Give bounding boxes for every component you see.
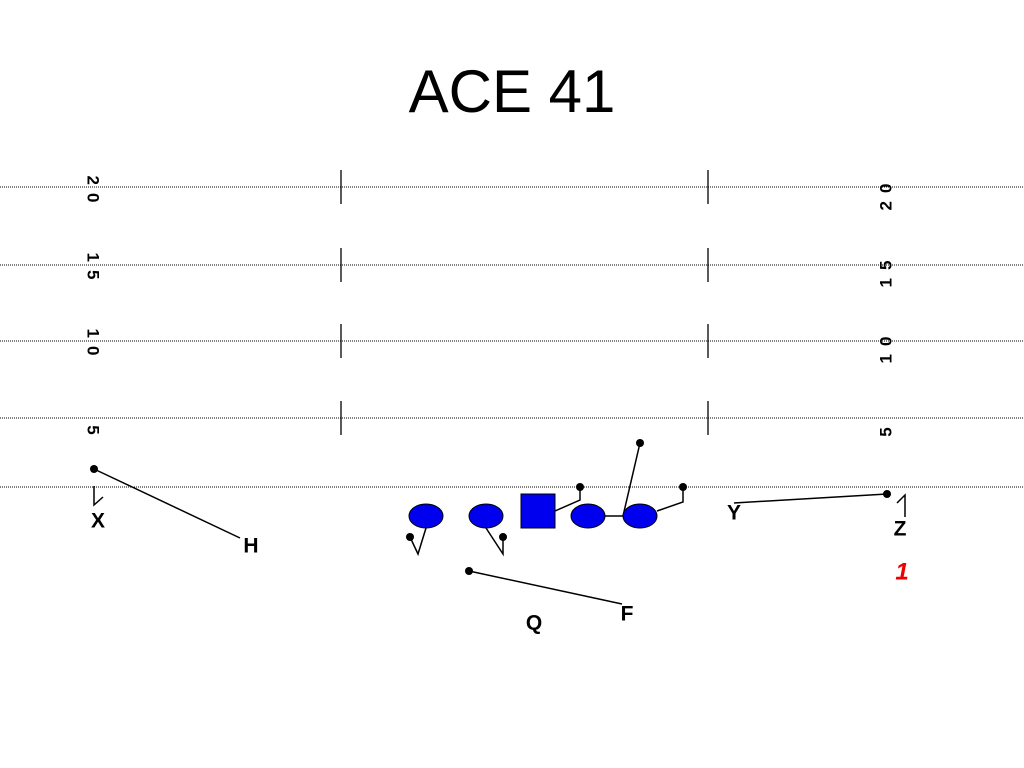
route-end bbox=[679, 483, 687, 491]
route bbox=[93, 486, 104, 507]
yard-number: 15 bbox=[876, 253, 895, 288]
yard-number: 10 bbox=[876, 329, 895, 364]
route-end bbox=[499, 533, 507, 541]
route bbox=[468, 570, 623, 605]
route bbox=[485, 527, 504, 557]
lineman bbox=[408, 503, 444, 529]
route bbox=[733, 493, 888, 504]
player-label: X bbox=[91, 510, 105, 533]
route-end bbox=[576, 483, 584, 491]
route-ends bbox=[90, 439, 891, 575]
route-end bbox=[465, 567, 473, 575]
yard-number: 5 bbox=[876, 419, 895, 436]
yard-numbers: 20 15 10 5 20 15 10 5 bbox=[84, 176, 896, 443]
route bbox=[93, 468, 241, 539]
route-end bbox=[406, 533, 414, 541]
route bbox=[622, 442, 641, 517]
player-label: Y bbox=[727, 502, 741, 525]
player-label: F bbox=[621, 603, 634, 626]
player-label: Z bbox=[894, 518, 907, 541]
lineman bbox=[570, 503, 606, 529]
player-label: H bbox=[243, 535, 258, 558]
play-number: 1 bbox=[895, 558, 908, 585]
route bbox=[896, 493, 906, 517]
yard-number: 5 bbox=[84, 425, 103, 442]
yard-number: 20 bbox=[876, 176, 895, 211]
yard-number: 20 bbox=[84, 176, 103, 211]
field-lines bbox=[0, 170, 1024, 488]
route-end bbox=[636, 439, 644, 447]
routes bbox=[93, 442, 906, 605]
linemen bbox=[408, 493, 658, 529]
player-label: Q bbox=[526, 612, 542, 635]
route bbox=[409, 527, 427, 557]
lineman bbox=[468, 503, 504, 529]
player-labels: X H Y Z Q F 1 bbox=[91, 502, 909, 635]
route bbox=[656, 487, 684, 512]
yard-number: 15 bbox=[84, 253, 103, 288]
route-end bbox=[883, 490, 891, 498]
title: ACE 41 bbox=[409, 58, 616, 125]
center bbox=[520, 493, 556, 529]
route-end bbox=[90, 465, 98, 473]
route bbox=[554, 487, 581, 512]
yard-number: 10 bbox=[84, 329, 103, 364]
lineman bbox=[622, 503, 658, 529]
